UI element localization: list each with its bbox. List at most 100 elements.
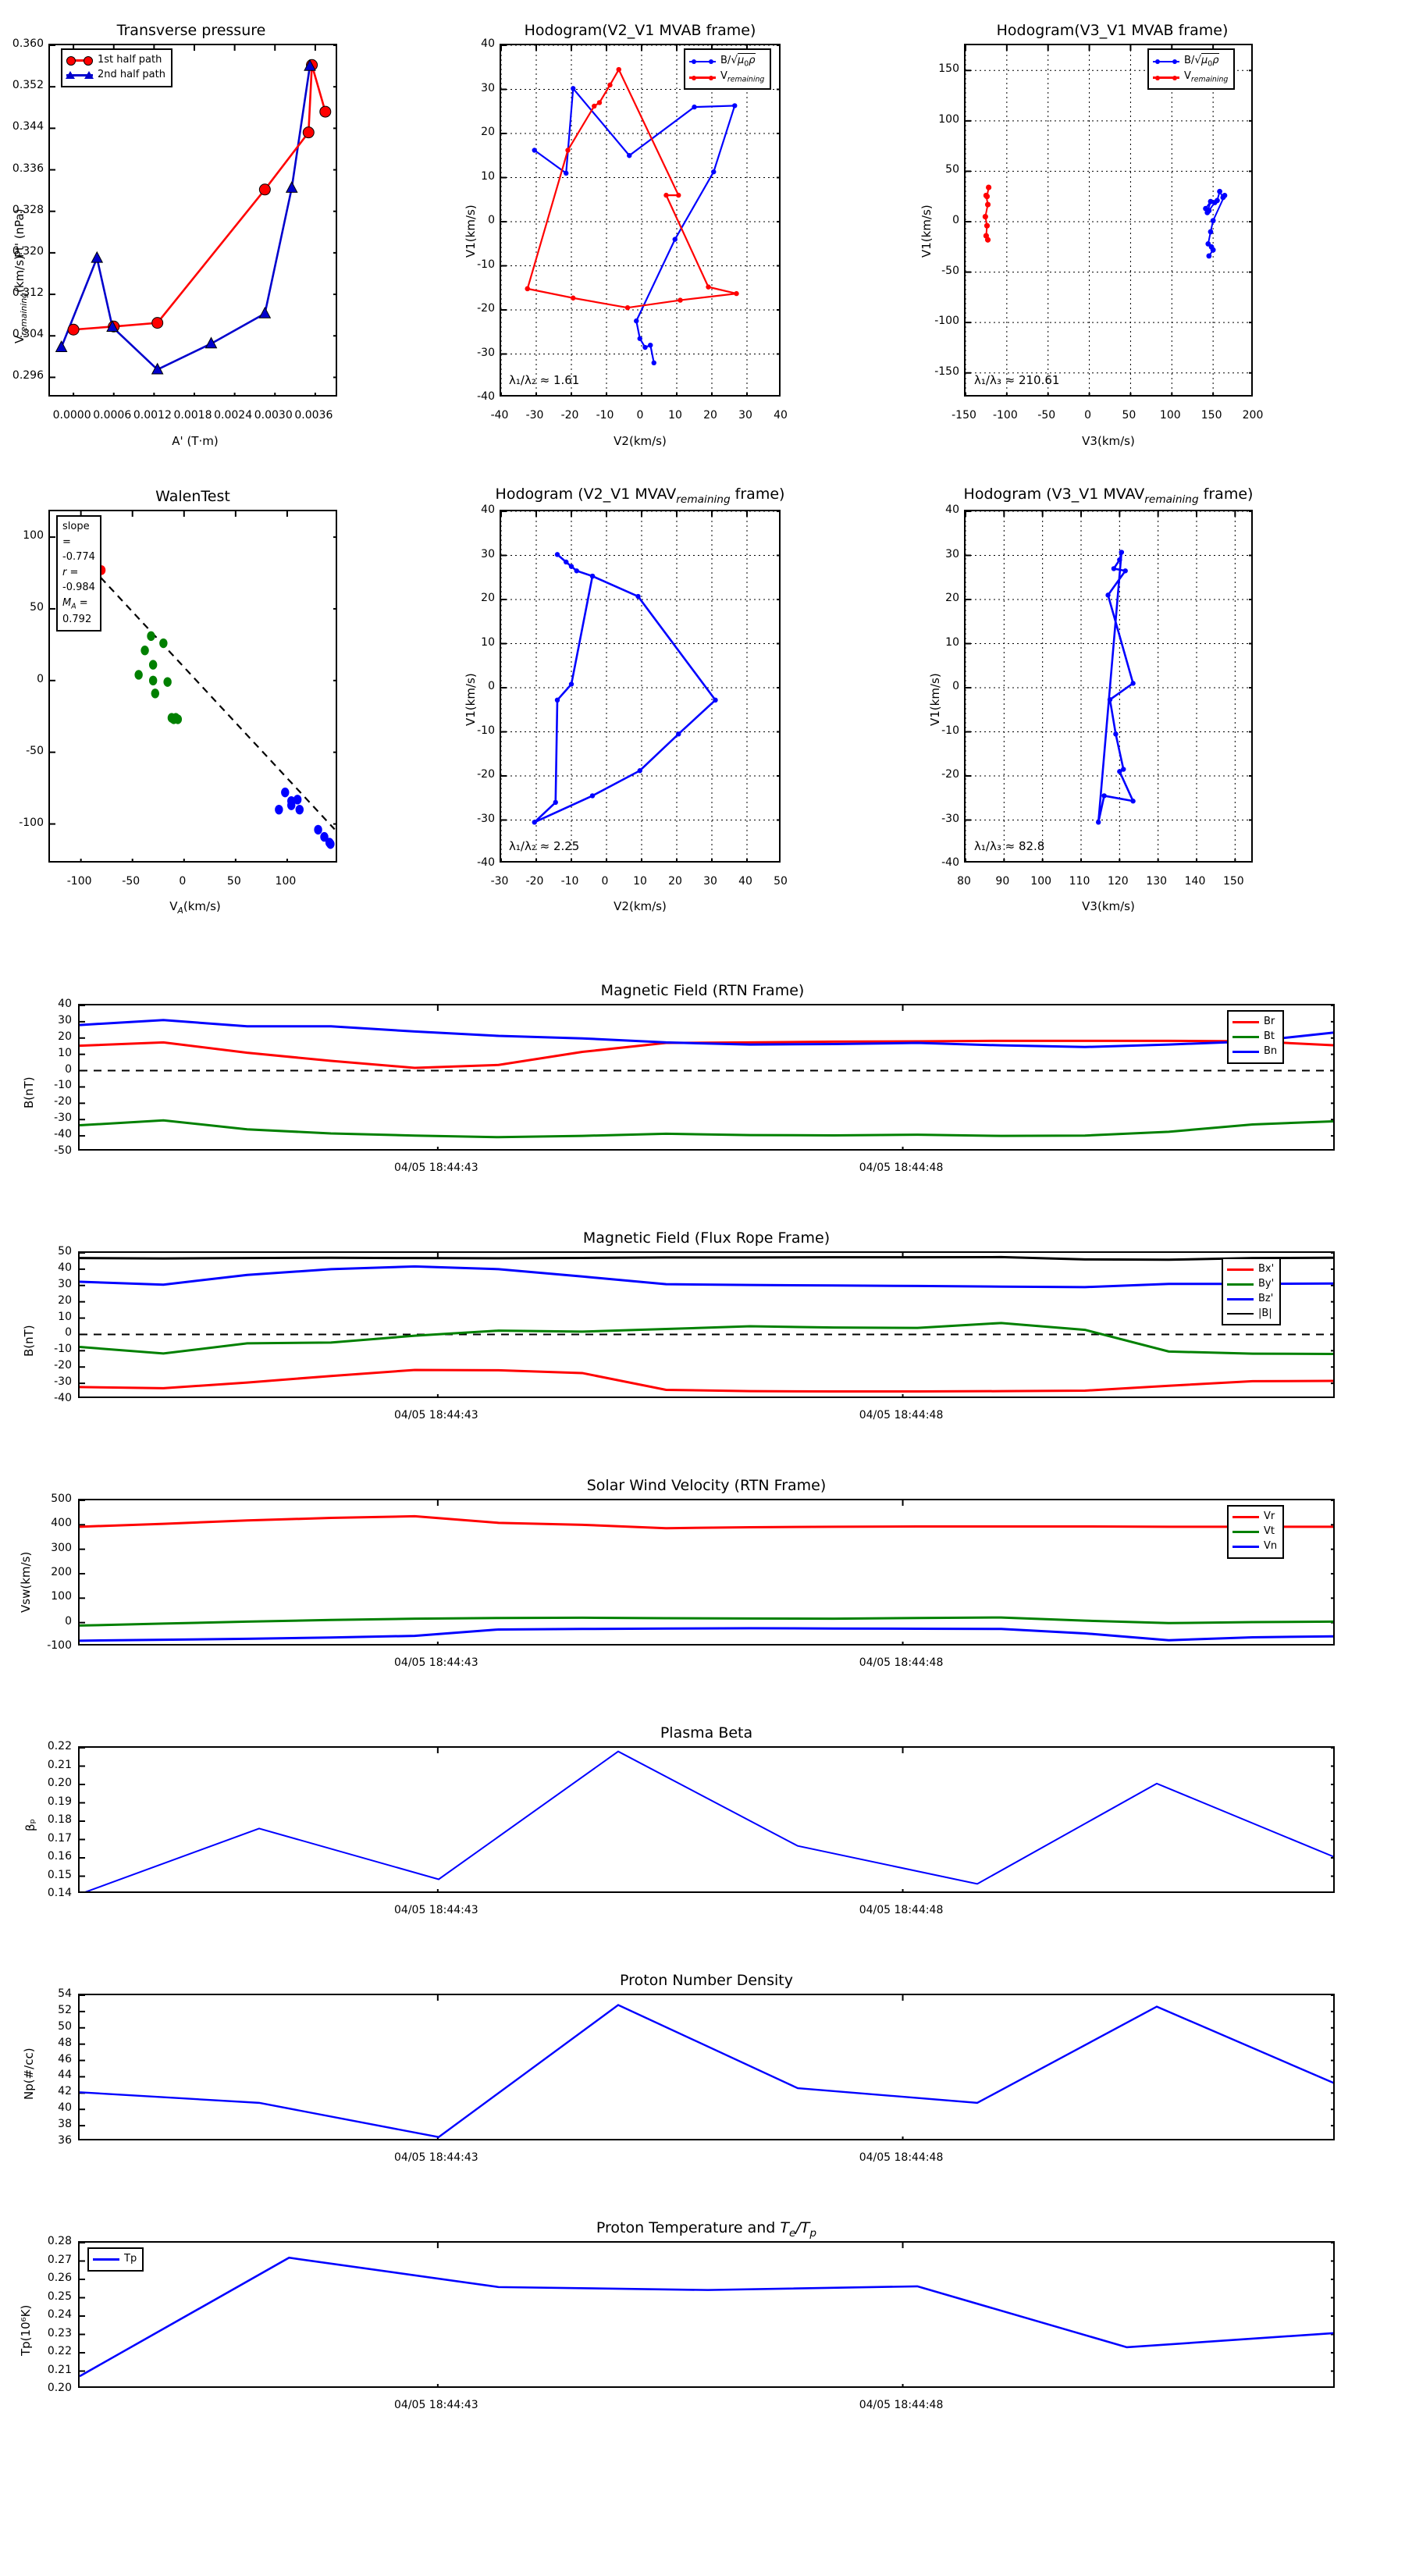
y-tick-label: -20	[477, 768, 495, 781]
x-tick-label: 140	[1184, 875, 1206, 888]
x-tick-label: 200	[1242, 409, 1264, 422]
proton-temperature-plot	[80, 2243, 1333, 2386]
legend-hodogram-v2v1-mvab[interactable]: B/√μ0ρ Vremaining	[684, 48, 772, 91]
plot-area	[78, 1251, 1335, 1398]
legend-label: 2nd half path	[98, 68, 165, 80]
panel-title: Magnetic Field (Flux Rope Frame)	[582, 1229, 831, 1247]
x-tick-label: 04/05 18:44:43	[394, 1656, 478, 1669]
y-tick-label: 40	[58, 1261, 72, 1274]
y-axis-label: V1(km/s)	[919, 205, 934, 258]
plot-area	[500, 510, 781, 863]
y-tick-label: 30	[481, 81, 495, 94]
legend-label: Bz'	[1258, 1292, 1274, 1304]
x-tick-label: 0.0036	[294, 409, 333, 422]
eigenvalue-ratio-annotation: λ₁/λ₂ ≈ 1.61	[509, 373, 580, 387]
y-tick-label: 0.25	[47, 2290, 72, 2303]
y-tick-label: 10	[58, 1046, 72, 1059]
legend-swatch-dot	[1153, 73, 1179, 82]
legend-item: Vn	[1232, 1539, 1277, 1554]
walen-stats-box: slope = -0.774 r = -0.984 MA = 0.792	[56, 515, 101, 632]
legend-magnetic-field-rtn[interactable]: Br Bt Bn	[1227, 1010, 1285, 1064]
x-axis-label: V3(km/s)	[1082, 899, 1135, 913]
y-tick-label: -30	[941, 812, 959, 825]
y-tick-label: -40	[54, 1128, 72, 1141]
plot-area	[78, 1746, 1335, 1893]
x-tick-label: 30	[738, 409, 752, 422]
legend-label: Bx'	[1258, 1263, 1275, 1275]
y-tick-label: -40	[941, 856, 959, 869]
legend-swatch-line	[1227, 1279, 1254, 1289]
plot-area	[78, 1499, 1335, 1646]
x-tick-label: 04/05 18:44:43	[394, 1409, 478, 1421]
y-tick-label: 0	[65, 1614, 72, 1628]
legend-transverse-pressure[interactable]: 1st half path 2nd half path	[61, 48, 173, 87]
hodogram-v3v1-mvav-plot	[966, 511, 1251, 861]
legend-swatch-line	[1232, 1032, 1259, 1041]
y-axis-label: Vsw(km/s)	[19, 1551, 33, 1613]
x-tick-label: 04/05 18:44:43	[394, 2151, 478, 2164]
y-tick-label: 400	[51, 1517, 72, 1530]
y-axis-label: V1(km/s)	[464, 205, 478, 258]
legend-label: Bt	[1264, 1030, 1275, 1042]
x-tick-label: -10	[560, 875, 579, 888]
y-tick-label: -20	[941, 768, 959, 781]
legend-proton-temperature[interactable]: Tp	[87, 2247, 144, 2272]
x-tick-label: 150	[1200, 409, 1222, 422]
y-tick-label: 0.19	[47, 1795, 72, 1808]
y-axis-label: Vremaining(km/s)	[12, 255, 29, 343]
y-tick-label: 50	[58, 1245, 72, 1258]
y-tick-label: 40	[58, 998, 72, 1010]
x-tick-label: 0	[179, 875, 187, 888]
y-tick-label: 40	[945, 503, 959, 516]
legend-item: Bx'	[1227, 1262, 1274, 1277]
legend-label: Vt	[1264, 1525, 1275, 1537]
y-tick-label: 40	[58, 2101, 72, 2115]
y-tick-label: -150	[934, 365, 959, 378]
legend-label: B/√μ0ρ	[720, 53, 756, 69]
x-tick-label: -30	[525, 409, 544, 422]
y-tick-label: 36	[58, 2134, 72, 2147]
transverse-pressure-plot	[50, 45, 336, 395]
legend-item: B/√μ0ρ	[1153, 53, 1228, 69]
y-tick-label: 30	[481, 547, 495, 560]
y-tick-label: 20	[58, 1293, 72, 1307]
y-tick-label: -20	[54, 1095, 72, 1108]
y-tick-label: 0.23	[47, 2326, 72, 2339]
y-tick-label: 0.296	[12, 369, 44, 382]
y-tick-label: 0	[488, 214, 495, 226]
y-tick-label: -10	[54, 1343, 72, 1356]
panel-title: Proton Temperature and Te/Tp	[596, 2219, 817, 2240]
x-tick-label: 100	[275, 875, 297, 888]
plot-area	[78, 1994, 1335, 2140]
x-tick-label: 120	[1107, 875, 1129, 888]
y-tick-label: 50	[58, 2019, 72, 2033]
y-tick-label: 52	[58, 2003, 72, 2016]
legend-swatch-dot	[689, 57, 716, 66]
plot-area	[964, 510, 1253, 863]
y-tick-label: 0.21	[47, 2363, 72, 2376]
legend-solar-wind-velocity[interactable]: Vr Vt Vn	[1227, 1505, 1285, 1559]
y-tick-label: 0	[488, 680, 495, 692]
x-tick-label: 04/05 18:44:48	[859, 1656, 944, 1669]
y-tick-label: -30	[54, 1375, 72, 1389]
legend-item: Br	[1232, 1015, 1277, 1030]
legend-magnetic-field-flux-rope[interactable]: Bx' By' Bz' |B|	[1222, 1258, 1282, 1326]
y-tick-label: 100	[938, 112, 959, 126]
y-tick-label: 40	[481, 503, 495, 516]
y-tick-label: 0.344	[12, 120, 44, 133]
x-tick-label: 0.0024	[214, 409, 253, 422]
x-tick-label: 0	[636, 409, 644, 422]
legend-item: Bt	[1232, 1030, 1277, 1044]
plot-area	[964, 44, 1253, 397]
y-tick-label: -30	[54, 1112, 72, 1125]
eigenvalue-ratio-annotation: λ₁/λ₂ ≈ 2.25	[509, 839, 580, 853]
legend-label: Vn	[1264, 1539, 1278, 1552]
y-tick-label: 0	[952, 214, 959, 226]
y-tick-label: 40	[481, 37, 495, 50]
y-tick-label: 0.360	[12, 37, 44, 50]
x-tick-label: -150	[951, 409, 976, 422]
legend-swatch-dot	[1153, 57, 1179, 66]
y-tick-label: -50	[26, 744, 44, 757]
y-tick-label: 46	[58, 2052, 72, 2065]
legend-hodogram-v3v1-mvab[interactable]: B/√μ0ρ Vremaining	[1147, 48, 1236, 91]
